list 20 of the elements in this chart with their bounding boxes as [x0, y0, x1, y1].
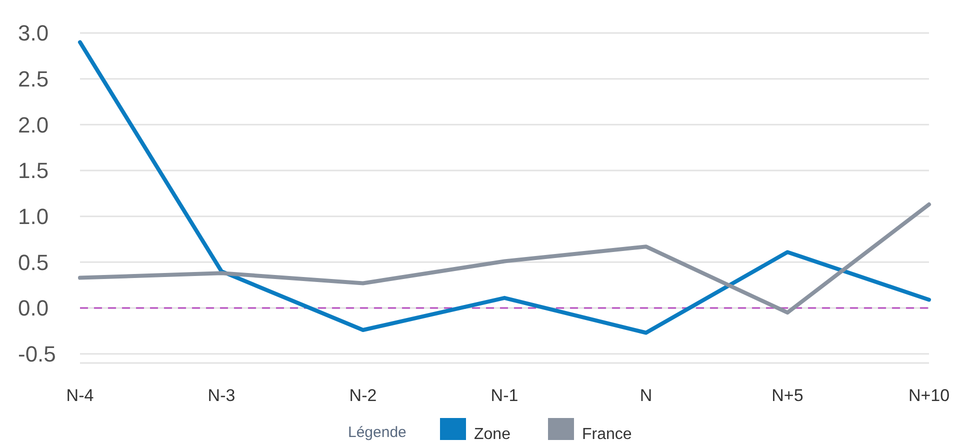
y-tick-label: 0.0	[18, 296, 49, 321]
y-tick-label: 2.5	[18, 66, 49, 92]
y-tick-label: 1.5	[18, 158, 49, 184]
line-series	[78, 40, 931, 335]
x-tick-label: N-2	[349, 386, 377, 405]
x-tick-label: N-3	[208, 386, 236, 405]
y-tick-label: 1.0	[18, 204, 49, 230]
y-tick-label: 2.0	[18, 112, 49, 138]
x-tick-label: N	[640, 386, 652, 405]
x-tick-label: N-1	[490, 386, 518, 405]
y-tick-label: 3.0	[18, 20, 49, 46]
x-tick-label: N-4	[66, 386, 94, 405]
x-tick-label: N+10	[908, 386, 950, 405]
y-tick-label: 0.5	[18, 250, 49, 275]
x-tick-label: N+5	[772, 386, 804, 405]
line-series	[78, 202, 931, 315]
legend-label: Zone	[474, 426, 511, 443]
legend-title: Légende	[348, 424, 406, 441]
y-tick-label: -0.5	[18, 342, 56, 367]
legend-label: France	[582, 426, 632, 443]
